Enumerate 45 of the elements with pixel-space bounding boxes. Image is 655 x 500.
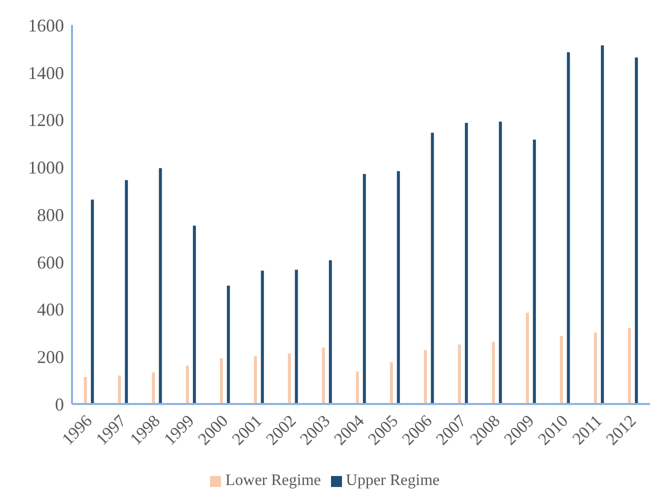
y-tick-label: 1600 xyxy=(28,15,64,36)
y-tick-label: 0 xyxy=(55,394,64,414)
bar xyxy=(430,132,434,404)
bar xyxy=(152,372,155,404)
bar xyxy=(322,348,325,404)
bar xyxy=(226,286,230,404)
bar xyxy=(498,122,502,404)
y-tick-label: 400 xyxy=(37,300,64,320)
bar xyxy=(458,344,461,404)
bar xyxy=(356,372,359,404)
bar xyxy=(532,140,536,404)
bar xyxy=(124,180,128,404)
bar xyxy=(424,350,427,404)
bar xyxy=(560,336,563,404)
bar xyxy=(464,122,468,404)
y-tick-label: 1400 xyxy=(28,62,64,83)
bar xyxy=(186,366,189,404)
bar xyxy=(594,332,597,404)
bar xyxy=(294,270,298,404)
y-tick-label: 1000 xyxy=(28,158,64,178)
bar xyxy=(220,358,223,404)
bar xyxy=(492,342,495,404)
y-tick-label: 1200 xyxy=(28,110,64,130)
bar xyxy=(396,171,400,404)
bar xyxy=(260,270,264,404)
bar xyxy=(254,356,257,404)
bar xyxy=(158,168,162,404)
bar xyxy=(328,260,332,404)
bar xyxy=(628,328,631,404)
legend-label: Upper Regime xyxy=(346,472,440,489)
bar xyxy=(600,45,604,404)
bar xyxy=(90,200,94,404)
bar xyxy=(288,354,291,404)
bar xyxy=(192,226,196,404)
y-tick-label: 200 xyxy=(37,347,64,368)
bar xyxy=(526,312,529,404)
bar xyxy=(634,57,638,404)
bar xyxy=(84,376,87,404)
bar xyxy=(390,362,393,404)
bar xyxy=(566,52,570,404)
y-tick-label: 600 xyxy=(37,252,64,272)
bar xyxy=(362,174,366,404)
legend-label: Lower Regime xyxy=(225,472,321,489)
y-tick-label: 800 xyxy=(37,204,64,225)
bar xyxy=(118,376,121,404)
